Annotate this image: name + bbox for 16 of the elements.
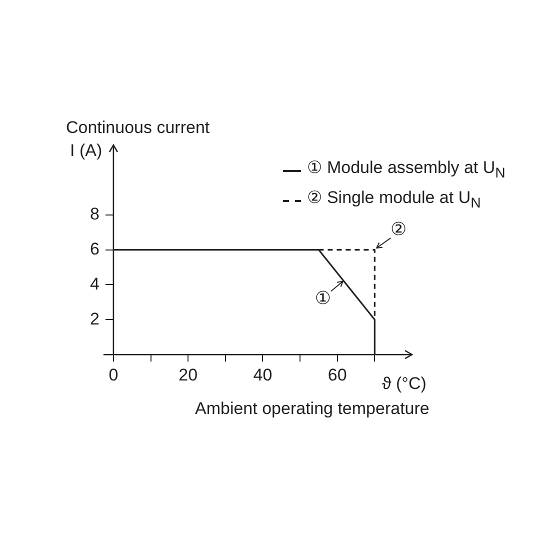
- x-tick-label: 40: [253, 365, 272, 384]
- legend-label: ① Module assembly at U$_{N}$: [307, 158, 506, 184]
- x-tick-label: 0: [108, 365, 118, 384]
- x-tick-label: 20: [178, 365, 198, 384]
- chart-title: Continuous current: [66, 118, 210, 138]
- y-tick-label: 2: [90, 309, 100, 328]
- x-axis-title: ϑ (°C): [382, 374, 426, 394]
- x-tick-label: 60: [328, 365, 347, 384]
- annotation: ②: [390, 219, 407, 240]
- text: Ambient operating temperature: [195, 399, 430, 419]
- y-tick-label: 6: [90, 239, 100, 258]
- y-tick-label: 8: [90, 204, 100, 224]
- y-tick-label: 4: [90, 274, 100, 294]
- annotation: ①: [314, 288, 332, 308]
- y-axis-title: I (A): [70, 141, 102, 161]
- legend-label: ② Single module at U$_{N}$: [307, 188, 481, 214]
